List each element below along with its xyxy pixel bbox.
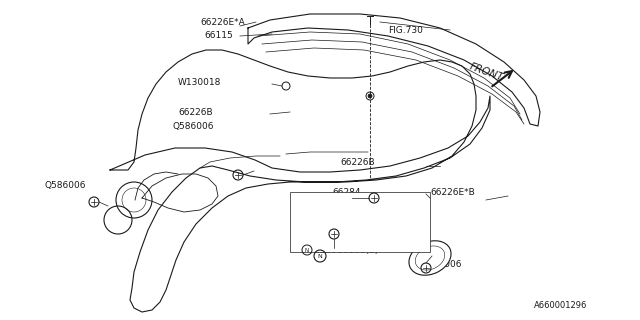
Text: 66226E*A: 66226E*A	[200, 18, 244, 27]
Polygon shape	[110, 50, 490, 312]
Text: N: N	[317, 253, 323, 259]
Text: FIG.730: FIG.730	[388, 26, 423, 35]
Text: Q586006: Q586006	[44, 180, 86, 189]
Text: Q586006: Q586006	[420, 260, 461, 268]
Text: 66115: 66115	[204, 30, 233, 39]
Ellipse shape	[415, 246, 445, 270]
Polygon shape	[248, 14, 540, 126]
Text: 66226B: 66226B	[178, 108, 212, 116]
Text: N: N	[305, 247, 309, 252]
Text: 66226E*B: 66226E*B	[430, 188, 475, 196]
Text: FRONT: FRONT	[468, 61, 505, 83]
Text: W130018: W130018	[178, 77, 221, 86]
Text: Q586006: Q586006	[172, 122, 214, 131]
Text: 023906000(2): 023906000(2)	[314, 245, 378, 254]
Circle shape	[368, 94, 372, 98]
Text: 66226B: 66226B	[340, 157, 374, 166]
Ellipse shape	[409, 241, 451, 275]
Text: A660001296: A660001296	[534, 301, 588, 310]
Text: 66284: 66284	[332, 188, 360, 196]
Bar	[290, 192, 430, 252]
